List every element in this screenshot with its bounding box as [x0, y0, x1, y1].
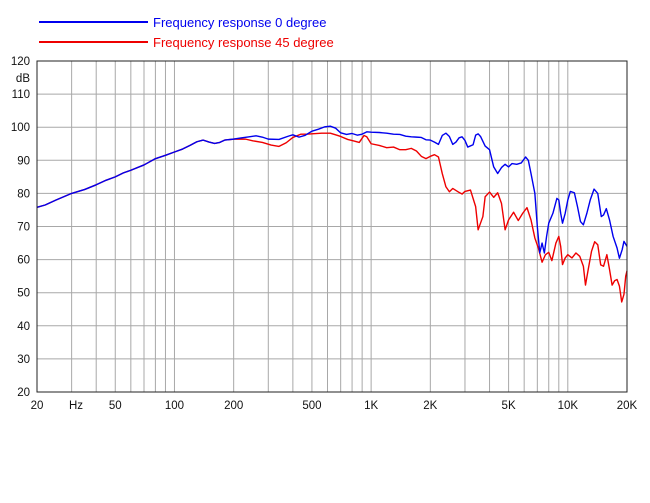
x-tick-label: 500: [302, 400, 321, 412]
x-tick-label: 100: [165, 400, 184, 412]
x-tick-labels: 20 50 100 200 500 1K 2K 5K 10K 20K: [31, 400, 638, 412]
y-tick-label: 70: [17, 222, 30, 234]
legend-entry: Frequency response 45 degree: [153, 35, 334, 50]
y-tick-label: 80: [17, 188, 30, 200]
y-tick-label: 60: [17, 255, 30, 267]
x-tick-label: 1K: [364, 400, 378, 412]
x-tick-label: 200: [224, 400, 243, 412]
x-tick-label: 20: [31, 400, 44, 412]
x-tick-label: 50: [109, 400, 122, 412]
x-unit-label: Hz: [69, 400, 83, 412]
legend: Frequency response 0 degree Frequency res…: [39, 15, 334, 50]
y-tick-labels: 20 30 40 50 60 70 80 90 100 110 120: [11, 56, 30, 399]
chart-grid: [37, 61, 627, 392]
y-tick-label: 40: [17, 321, 30, 333]
x-tick-label: 10K: [558, 400, 579, 412]
y-tick-label: 100: [11, 122, 30, 134]
y-tick-label: 110: [12, 89, 30, 101]
legend-entry: Frequency response 0 degree: [153, 15, 326, 30]
x-tick-label: 2K: [423, 400, 437, 412]
series-line: [36, 125, 628, 259]
y-tick-label: 20: [17, 387, 30, 399]
series-line: [36, 132, 628, 303]
y-tick-label: 30: [17, 354, 30, 366]
y-tick-label: 90: [17, 155, 30, 167]
x-tick-label: 20K: [617, 400, 638, 412]
y-unit-label: dB: [16, 73, 30, 85]
series-layer: [36, 125, 628, 303]
y-tick-label: 120: [11, 56, 30, 68]
y-tick-label: 50: [17, 288, 30, 300]
plot-frame: [36, 60, 628, 393]
x-tick-label: 5K: [502, 400, 516, 412]
